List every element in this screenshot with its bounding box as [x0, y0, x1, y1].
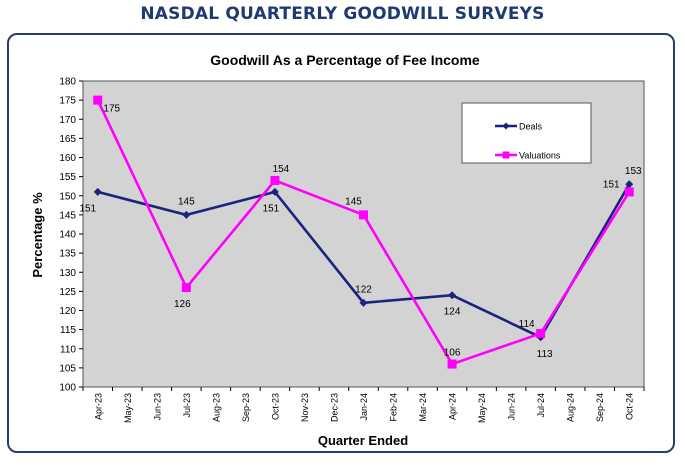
data-point-valuations: [181, 283, 191, 293]
y-tick-label: 110: [60, 344, 76, 355]
line-chart: Goodwill As a Percentage of Fee Income 1…: [30, 52, 645, 448]
legend-label-deals: Deals: [519, 122, 543, 132]
axes: 1001051101151201251301351401451501551601…: [59, 77, 645, 423]
y-tick-label: 135: [59, 249, 76, 260]
x-tick-label: Apr-23: [93, 393, 103, 420]
y-tick-label: 175: [59, 96, 76, 107]
data-label-deals: 145: [178, 196, 195, 207]
data-point-valuations: [93, 95, 103, 105]
data-label-valuations: 145: [345, 196, 362, 207]
data-point-deals: [182, 210, 191, 219]
x-tick-label: Aug-24: [566, 393, 576, 422]
series-layer: [93, 95, 634, 369]
x-tick-label: Jul-24: [536, 393, 546, 418]
x-axis-label: Quarter Ended: [318, 433, 408, 448]
y-tick-label: 130: [59, 268, 76, 279]
y-tick-label: 170: [59, 115, 76, 126]
data-label-valuations: 151: [603, 179, 620, 190]
x-tick-label: Dec-23: [329, 393, 339, 422]
data-point-valuations: [270, 175, 280, 185]
data-point-valuations: [447, 359, 457, 369]
legend-marker-valuations: [502, 151, 510, 159]
data-point-valuations: [624, 187, 634, 197]
data-label-valuations: 114: [519, 319, 535, 330]
x-tick-label: Jun-23: [152, 393, 162, 421]
data-label-deals: 153: [625, 166, 642, 177]
y-tick-label: 160: [59, 153, 76, 164]
x-tick-label: Oct-24: [625, 393, 635, 420]
x-tick-label: Sep-24: [595, 393, 605, 422]
data-label-deals: 124: [444, 307, 461, 318]
y-tick-label: 115: [60, 325, 76, 336]
y-tick-label: 155: [59, 172, 76, 183]
y-tick-label: 105: [59, 363, 76, 374]
data-label-deals: 122: [355, 284, 372, 295]
legend: Deals Valuations: [461, 102, 592, 164]
x-tick-label: Jun-24: [507, 393, 517, 421]
data-label-valuations: 154: [273, 164, 290, 175]
page-title: NASDAL QUARTERLY GOODWILL SURVEYS: [140, 4, 545, 24]
y-tick-label: 140: [59, 230, 76, 241]
data-point-deals: [359, 298, 368, 307]
data-point-deals: [270, 187, 279, 196]
x-tick-label: Jan-24: [359, 393, 369, 421]
x-tick-label: Nov-23: [300, 393, 310, 422]
data-point-deals: [93, 187, 102, 196]
y-tick-label: 125: [59, 287, 76, 298]
legend-label-valuations: Valuations: [519, 151, 561, 161]
chart-title: Goodwill As a Percentage of Fee Income: [210, 52, 480, 68]
chart-frame: Goodwill As a Percentage of Fee Income 1…: [7, 33, 675, 453]
x-tick-label: May-23: [123, 393, 133, 423]
x-tick-label: Aug-23: [211, 393, 221, 422]
x-tick-label: Jul-23: [182, 393, 192, 418]
legend-box: [461, 102, 592, 164]
x-tick-label: Oct-23: [270, 393, 280, 420]
y-axis-label: Percentage %: [30, 192, 45, 278]
y-tick-label: 150: [59, 191, 76, 202]
data-point-deals: [625, 180, 634, 189]
data-label-valuations: 126: [174, 299, 191, 310]
y-tick-label: 145: [59, 210, 76, 221]
x-tick-label: Apr-24: [448, 393, 458, 420]
data-label-valuations: 106: [444, 348, 461, 359]
data-labels: 151 145 151 122 124 113 153 175 126 154 145 106 114 1…: [79, 104, 642, 360]
y-tick-label: 180: [59, 77, 76, 88]
y-tick-label: 165: [59, 134, 76, 145]
x-tick-label: Sep-23: [241, 393, 251, 422]
data-point-valuations: [359, 210, 368, 220]
data-label-deals: 113: [537, 349, 553, 360]
legend-marker-deals: [502, 122, 510, 130]
data-label-deals: 151: [79, 203, 96, 214]
data-point-valuations: [536, 328, 546, 338]
y-tick-label: 120: [59, 306, 76, 317]
data-label-deals: 151: [263, 203, 280, 214]
x-tick-label: May-24: [477, 393, 487, 423]
data-point-deals: [448, 291, 457, 300]
x-tick-label: Feb-24: [389, 393, 399, 422]
x-tick-label: Mar-24: [418, 393, 428, 422]
y-tick-label: 100: [59, 383, 76, 394]
data-label-valuations: 175: [103, 104, 120, 115]
